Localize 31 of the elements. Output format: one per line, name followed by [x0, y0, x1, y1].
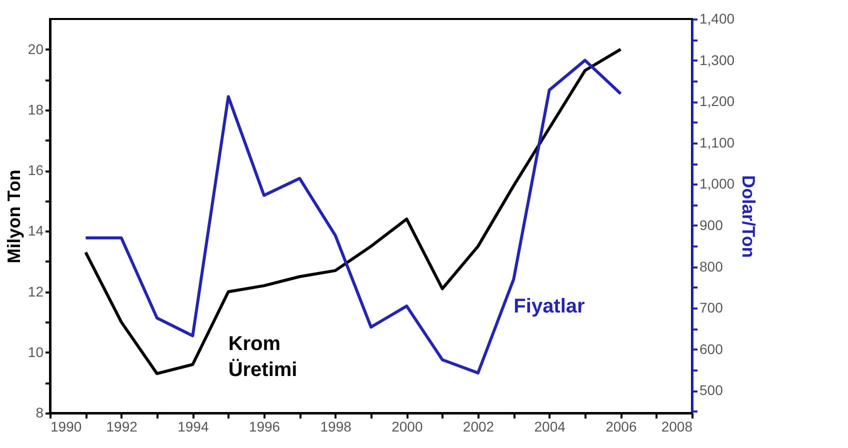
y2-axis-title: Dolar/Ton [738, 175, 759, 258]
y2-tick-label: 600 [700, 340, 724, 357]
x-tick-label: 1992 [106, 418, 138, 434]
y-tick-label: 14 [28, 222, 44, 239]
series-label: Krom Üretimi [228, 333, 298, 382]
y2-tick-label: 700 [700, 300, 724, 316]
x-tick-label: 1990 [50, 418, 82, 434]
y2-tick-label: 1,100 [700, 134, 735, 150]
x-tick-label: 2002 [462, 418, 494, 434]
y2-tick-label: 1,200 [700, 93, 735, 110]
y-tick-label: 12 [28, 283, 44, 300]
y-tick-label: 20 [28, 40, 44, 57]
y2-tick-label: 1,300 [700, 52, 735, 68]
x-tick-label: 2008 [661, 418, 693, 434]
series-label: Fiyatlar [514, 296, 586, 318]
y-axis-title: Milyon Ton [4, 170, 24, 264]
y2-tick-label: 800 [700, 258, 724, 274]
x-tick-label: 2000 [392, 418, 423, 434]
y2-tick-label: 1,400 [700, 10, 735, 26]
y2-tick-label: 900 [700, 217, 724, 233]
x-tick-label: 1994 [178, 418, 209, 434]
y-tick-label: 10 [28, 344, 44, 360]
x-tick-label: 1996 [248, 418, 280, 434]
y2-tick-label: 500 [700, 382, 724, 398]
y-tick-label: 8 [36, 404, 44, 420]
y-tick-label: 18 [28, 101, 44, 118]
x-tick-label: 1998 [320, 418, 352, 434]
x-tick-label: 2006 [606, 418, 637, 434]
y2-tick-label: 1,000 [700, 176, 735, 192]
y-tick-label: 16 [28, 162, 44, 178]
x-tick-label: 2004 [534, 418, 566, 434]
